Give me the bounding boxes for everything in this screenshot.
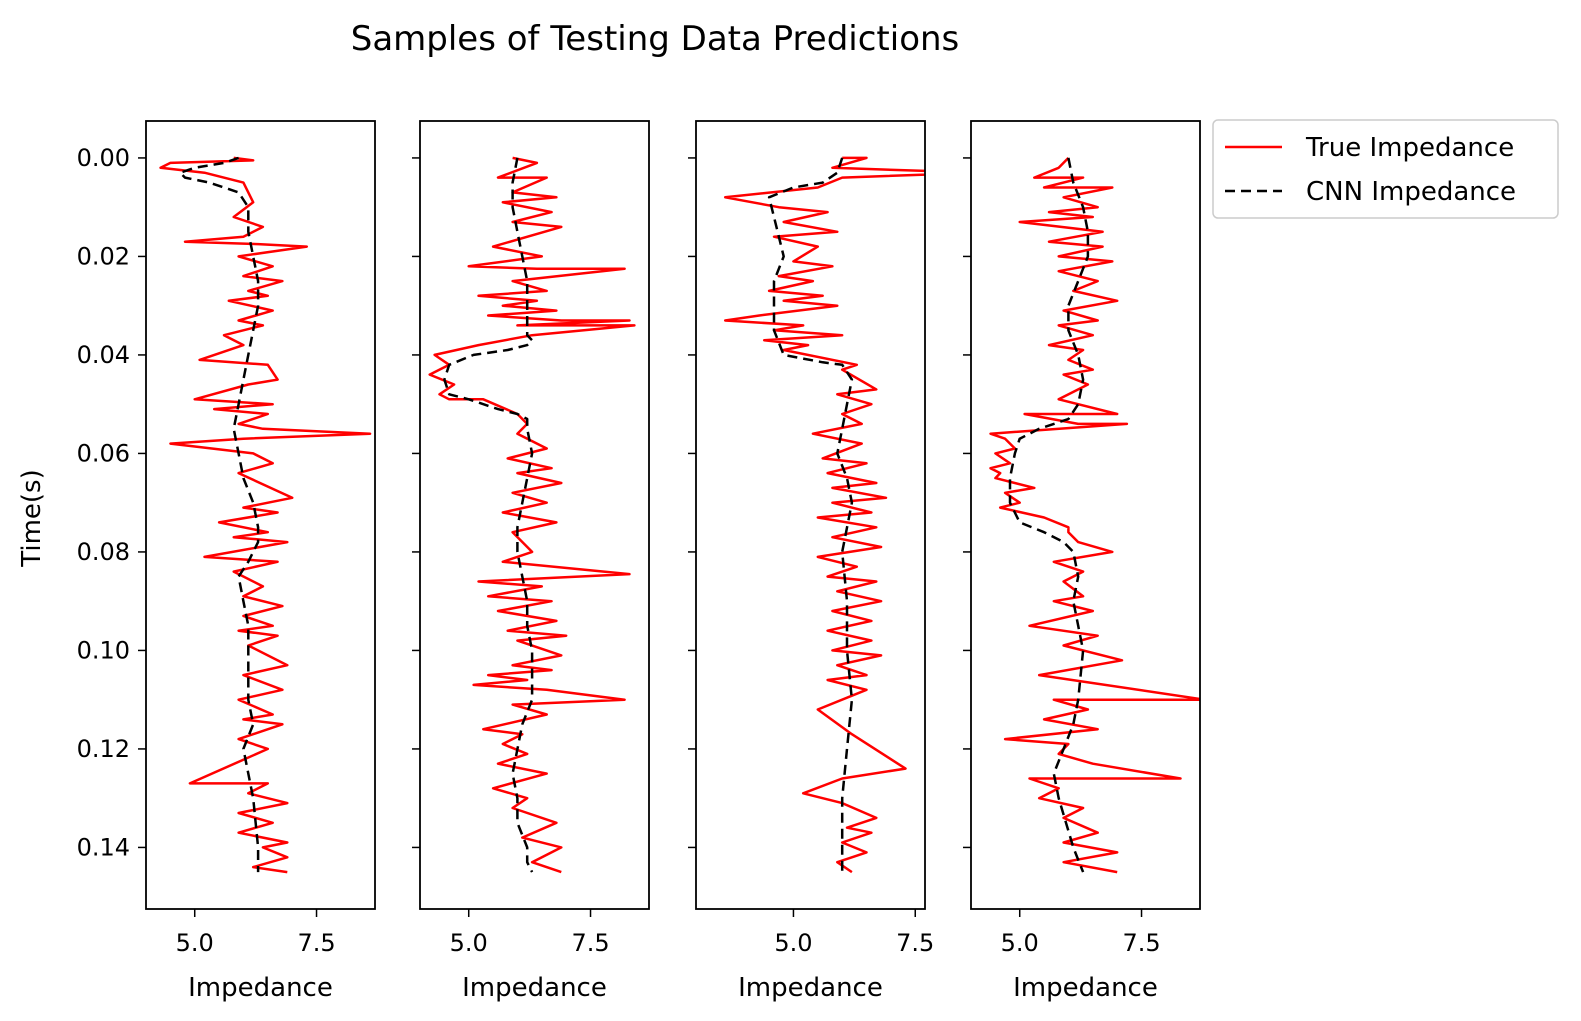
- y-tick-label-1: 0.02: [77, 242, 130, 270]
- legend: True Impedance CNN Impedance: [1212, 119, 1559, 219]
- true-impedance-line-2: [428, 156, 636, 874]
- y-tick-label-0: 0.00: [77, 144, 130, 172]
- x-axis-label-4: Impedance: [1013, 973, 1158, 1003]
- x-axis-label-1: Impedance: [188, 973, 333, 1003]
- cnn-impedance-line-1: [178, 156, 260, 873]
- subplot-frame-1: [145, 120, 376, 910]
- subplot-frame-4: [970, 120, 1201, 910]
- x-tick-label-3-1: 7.5: [896, 929, 934, 957]
- legend-frame: [1212, 119, 1559, 219]
- subplot-1: 0.00 0.02 0.04 0.06 0.08 0.10 0.12 0.14 5.0 7.5 Im…: [77, 120, 376, 1003]
- x-axis-label-3: Impedance: [738, 973, 883, 1003]
- legend-label-true-impedance: True Impedance: [1305, 133, 1514, 163]
- x-tick-label-2-0: 5.0: [450, 929, 488, 957]
- subplot-3: 5.0 7.5 Impedance: [688, 120, 934, 1003]
- y-tick-label-7: 0.14: [77, 833, 130, 861]
- chart-title: Samples of Testing Data Predictions: [351, 19, 960, 59]
- x-tick-label-1-0: 5.0: [176, 929, 214, 957]
- x-tick-label-3-0: 5.0: [774, 929, 812, 957]
- x-axis-label-2: Impedance: [462, 973, 607, 1003]
- subplot-panels: 0.00 0.02 0.04 0.06 0.08 0.10 0.12 0.14 5.0 7.5 Im…: [77, 120, 1201, 1003]
- x-tick-label-4-1: 7.5: [1122, 929, 1160, 957]
- x-tick-label-4-0: 5.0: [1001, 929, 1039, 957]
- cnn-impedance-line-3: [767, 157, 854, 873]
- subplot-2: 5.0 7.5 Impedance: [412, 120, 650, 1003]
- y-tick-label-2: 0.04: [77, 341, 130, 369]
- true-impedance-line-1: [159, 156, 372, 874]
- true-impedance-line-3: [723, 156, 925, 874]
- y-axis-label: Time(s): [17, 469, 47, 567]
- subplot-frame-2: [419, 120, 650, 910]
- y-tick-label-4: 0.08: [77, 538, 130, 566]
- y-tick-label-3: 0.06: [77, 439, 130, 467]
- x-tick-label-2-1: 7.5: [571, 929, 609, 957]
- cnn-impedance-line-2: [443, 157, 534, 873]
- cnn-impedance-line-4: [1008, 157, 1090, 873]
- subplot-frame-3: [695, 120, 926, 910]
- y-tick-label-6: 0.12: [77, 735, 130, 763]
- y-tick-label-5: 0.10: [77, 636, 130, 664]
- x-tick-label-1-1: 7.5: [297, 929, 335, 957]
- legend-label-cnn-impedance: CNN Impedance: [1306, 177, 1516, 207]
- true-impedance-line-4: [989, 157, 1200, 874]
- subplot-4: 5.0 7.5 Impedance: [963, 120, 1201, 1003]
